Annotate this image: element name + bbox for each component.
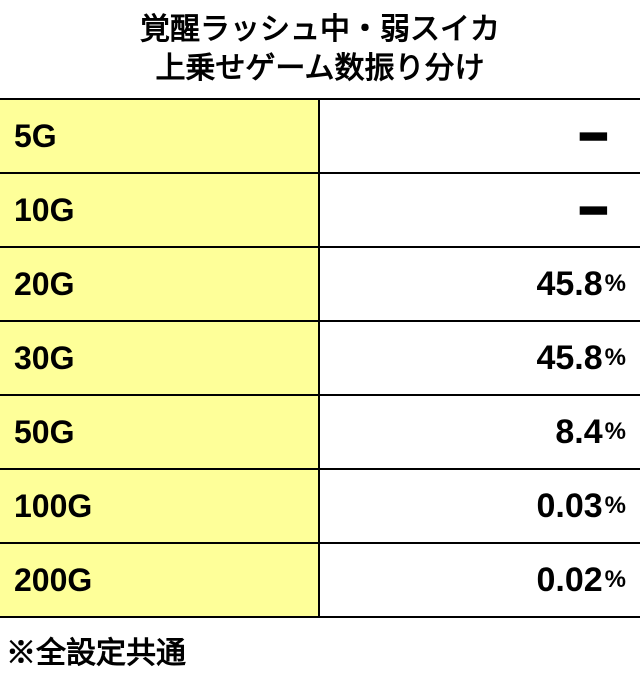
table-row: 100G 0.03% [0, 470, 640, 544]
distribution-table: 覚醒ラッシュ中・弱スイカ 上乗せゲーム数振り分け 5G ━ 10G ━ 20G … [0, 0, 640, 672]
row-value: 45.8% [320, 322, 640, 394]
value-number: 45.8 [536, 339, 602, 378]
value-unit: % [605, 492, 626, 520]
value-number: 8.4 [555, 413, 602, 452]
row-value: ━ [320, 174, 640, 246]
dash-icon: ━ [581, 186, 626, 235]
dash-icon: ━ [581, 112, 626, 161]
row-label: 100G [0, 470, 320, 542]
table-header: 覚醒ラッシュ中・弱スイカ 上乗せゲーム数振り分け [0, 0, 640, 100]
row-value: 0.03% [320, 470, 640, 542]
header-line-1: 覚醒ラッシュ中・弱スイカ [0, 10, 640, 49]
row-value: ━ [320, 100, 640, 172]
row-value: 0.02% [320, 544, 640, 616]
row-label: 10G [0, 174, 320, 246]
value-unit: % [605, 344, 626, 372]
value-number: 0.03 [536, 487, 602, 526]
row-label: 200G [0, 544, 320, 616]
table-row: 30G 45.8% [0, 322, 640, 396]
header-line-2: 上乗せゲーム数振り分け [0, 49, 640, 88]
value-unit: % [605, 418, 626, 446]
value-number: 0.02 [536, 561, 602, 600]
table-row: 200G 0.02% [0, 544, 640, 618]
value-unit: % [605, 566, 626, 594]
value-number: 45.8 [536, 265, 602, 304]
row-label: 50G [0, 396, 320, 468]
row-value: 45.8% [320, 248, 640, 320]
row-label: 5G [0, 100, 320, 172]
row-label: 30G [0, 322, 320, 394]
footnote: ※全設定共通 [0, 618, 640, 672]
table-row: 50G 8.4% [0, 396, 640, 470]
table-row: 5G ━ [0, 100, 640, 174]
row-label: 20G [0, 248, 320, 320]
table-row: 20G 45.8% [0, 248, 640, 322]
table-row: 10G ━ [0, 174, 640, 248]
row-value: 8.4% [320, 396, 640, 468]
value-unit: % [605, 270, 626, 298]
